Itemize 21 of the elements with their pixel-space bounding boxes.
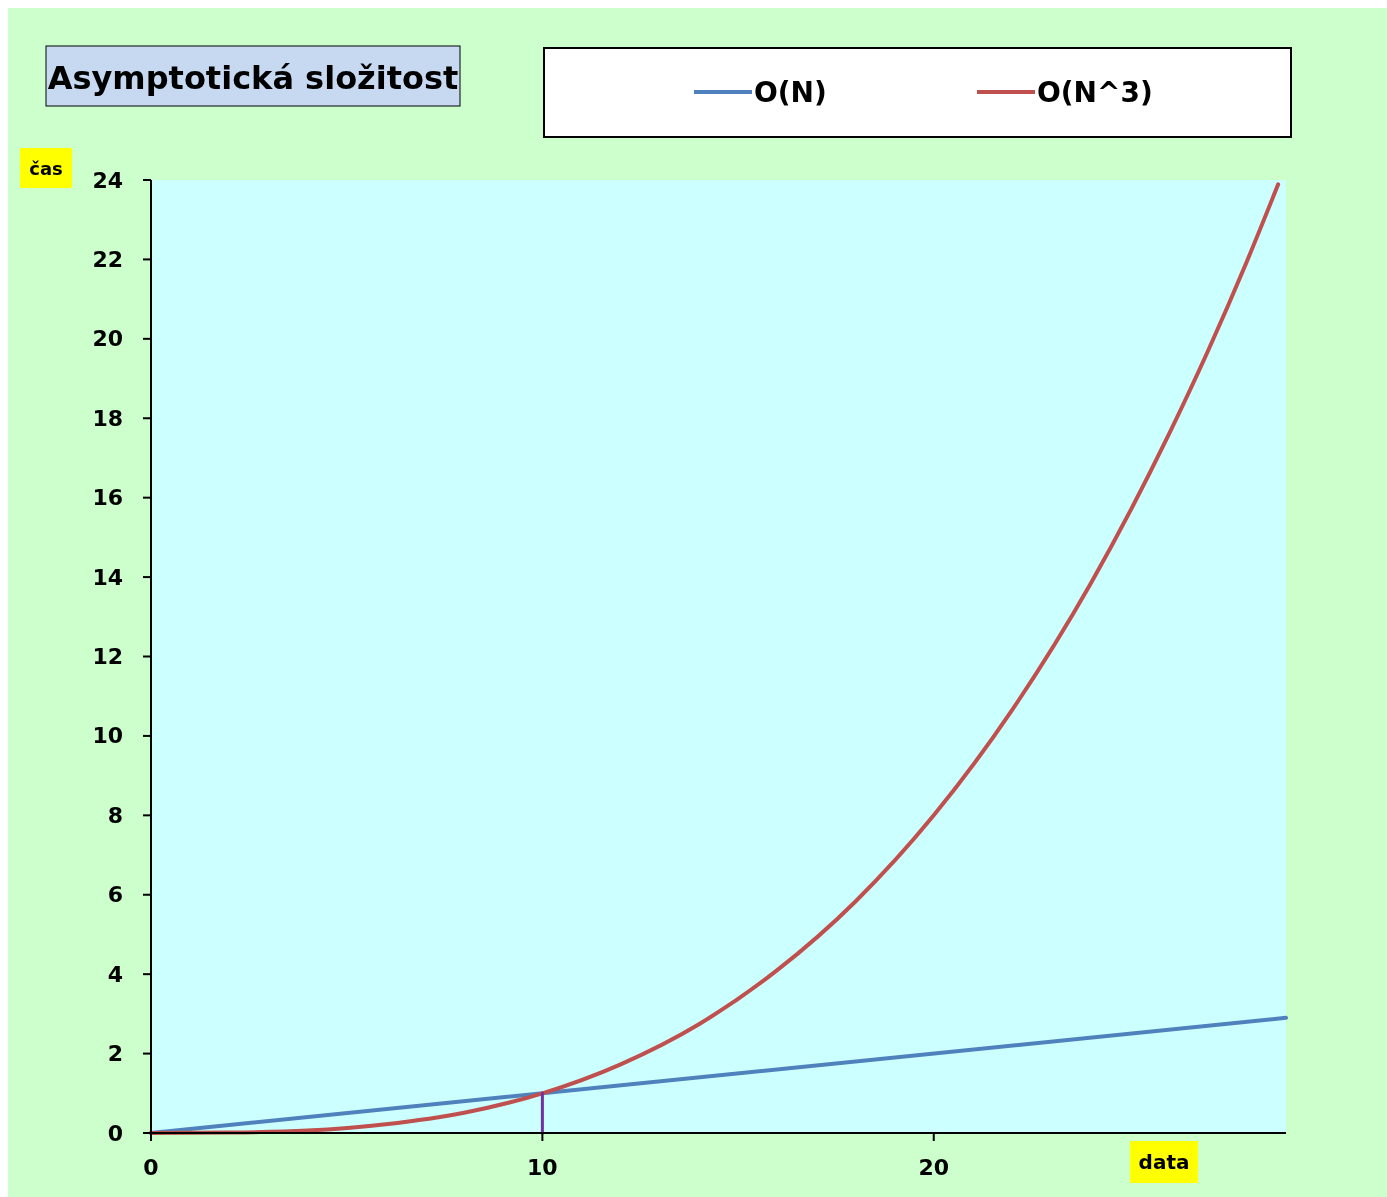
y-tick-label: 4 <box>107 961 123 987</box>
x-tick-label: 10 <box>527 1155 558 1180</box>
y-tick-label: 20 <box>92 326 123 352</box>
y-tick-label: 10 <box>92 723 123 749</box>
y-tick-label: 8 <box>107 802 123 828</box>
y-tick-label: 16 <box>92 485 123 511</box>
y-tick-label: 2 <box>107 1041 123 1067</box>
chart-title: Asymptotická složitost <box>47 59 459 97</box>
y-tick-label: 6 <box>107 882 123 908</box>
y-tick-label: 12 <box>92 644 123 669</box>
x-tick-label: 0 <box>143 1155 159 1180</box>
legend-label: O(N) <box>754 75 827 109</box>
legend-label: O(N^3) <box>1037 75 1153 109</box>
y-tick-label: 14 <box>92 564 123 590</box>
y-tick-label: 18 <box>92 405 123 431</box>
y-tick-label: 0 <box>107 1120 123 1146</box>
y-tick-label: 22 <box>92 246 123 272</box>
y-axis-title: čas <box>29 157 63 179</box>
x-tick-label: 20 <box>918 1155 950 1180</box>
x-axis-title: data <box>1138 1150 1190 1174</box>
y-tick-label: 24 <box>92 167 123 193</box>
